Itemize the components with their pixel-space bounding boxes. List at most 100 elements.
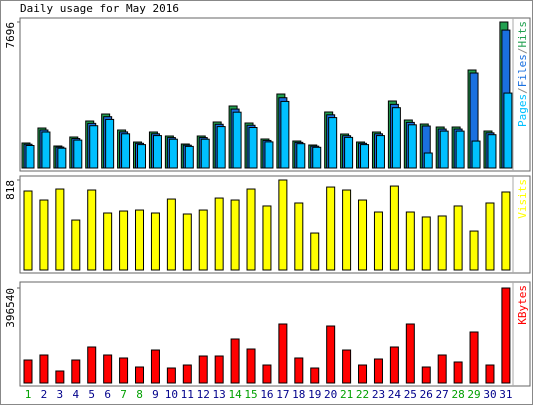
bar xyxy=(439,130,449,169)
bar xyxy=(152,135,162,169)
legend-separator: / xyxy=(516,87,529,94)
bar xyxy=(312,146,322,169)
legend-entry: Pages xyxy=(516,94,529,127)
bar xyxy=(280,100,290,169)
bar xyxy=(55,370,65,384)
x-tick-label: 14 xyxy=(228,388,242,401)
bar xyxy=(246,348,256,384)
x-tick-label: 25 xyxy=(404,388,417,401)
bar xyxy=(310,367,320,384)
x-tick-label: 17 xyxy=(276,388,289,401)
bar xyxy=(264,141,274,169)
bar xyxy=(453,205,463,271)
bar xyxy=(214,197,224,271)
bar xyxy=(150,349,160,384)
bar xyxy=(262,364,272,384)
legend-entry: Files xyxy=(516,54,529,87)
bar xyxy=(248,126,258,169)
bar xyxy=(373,358,383,384)
x-tick-label: 9 xyxy=(152,388,159,401)
bar xyxy=(55,188,65,271)
legend: KBytes xyxy=(516,285,529,325)
x-tick-label: 27 xyxy=(436,388,449,401)
bar xyxy=(326,186,336,271)
bar xyxy=(407,124,417,169)
bar xyxy=(471,140,481,169)
bar xyxy=(135,209,145,271)
bar xyxy=(150,212,160,271)
bar xyxy=(135,366,145,384)
bar xyxy=(166,367,176,384)
bar xyxy=(87,346,97,384)
bar xyxy=(105,118,115,169)
bar xyxy=(214,355,224,384)
bar xyxy=(39,354,49,384)
x-tick-label: 21 xyxy=(340,388,353,401)
bar xyxy=(453,361,463,384)
x-tick-label: 24 xyxy=(388,388,402,401)
x-tick-label: 22 xyxy=(356,388,369,401)
legend-separator: / xyxy=(516,48,529,55)
bar xyxy=(25,145,35,169)
bar xyxy=(294,357,304,384)
bar xyxy=(23,359,33,384)
x-tick-label: 31 xyxy=(499,388,512,401)
bar xyxy=(278,179,288,271)
x-tick-label: 19 xyxy=(308,388,321,401)
x-tick-label: 5 xyxy=(88,388,95,401)
bar xyxy=(344,136,354,169)
bar xyxy=(342,189,352,271)
bar xyxy=(455,130,465,169)
bar xyxy=(294,202,304,271)
bar xyxy=(166,198,176,271)
bar xyxy=(501,191,511,271)
bar xyxy=(39,199,49,271)
bar xyxy=(137,144,147,169)
x-tick-label: 3 xyxy=(57,388,64,401)
x-tick-label: 26 xyxy=(420,388,433,401)
x-tick-label: 6 xyxy=(104,388,111,401)
x-tick-label: 30 xyxy=(483,388,496,401)
bar xyxy=(469,230,479,271)
bar xyxy=(87,189,97,271)
bar xyxy=(232,111,242,169)
legend: Pages/Files/Hits xyxy=(516,21,529,127)
panel-frame xyxy=(19,175,531,274)
legend-entry: Visits xyxy=(516,179,529,219)
x-tick-label: 12 xyxy=(197,388,210,401)
bar xyxy=(230,338,240,384)
bar xyxy=(405,211,415,271)
bar xyxy=(168,138,178,169)
bar xyxy=(342,349,352,384)
bar xyxy=(198,209,208,271)
bar xyxy=(119,210,129,271)
bar xyxy=(184,145,194,169)
bar xyxy=(405,323,415,384)
x-tick-label: 4 xyxy=(72,388,79,401)
x-tick-label: 10 xyxy=(165,388,178,401)
bar xyxy=(296,143,306,169)
bar xyxy=(103,212,113,271)
bar xyxy=(200,138,210,169)
bar xyxy=(485,202,495,271)
y-tick-label: 396540 xyxy=(4,288,17,328)
bar xyxy=(103,354,113,384)
bar xyxy=(41,131,51,169)
bar xyxy=(119,357,129,384)
bar xyxy=(310,232,320,271)
bar xyxy=(375,135,385,169)
x-tick-label: 2 xyxy=(41,388,48,401)
x-tick-label: 7 xyxy=(120,388,127,401)
bar xyxy=(89,125,99,169)
bar xyxy=(57,147,67,169)
bar xyxy=(182,364,192,384)
chart-title: Daily usage for May 2016 xyxy=(20,2,179,15)
bar xyxy=(182,213,192,271)
bar xyxy=(326,325,336,384)
bar xyxy=(246,188,256,271)
bar xyxy=(230,199,240,271)
bar xyxy=(262,205,272,271)
y-tick-label: 7696 xyxy=(4,22,17,49)
bar xyxy=(360,144,370,169)
